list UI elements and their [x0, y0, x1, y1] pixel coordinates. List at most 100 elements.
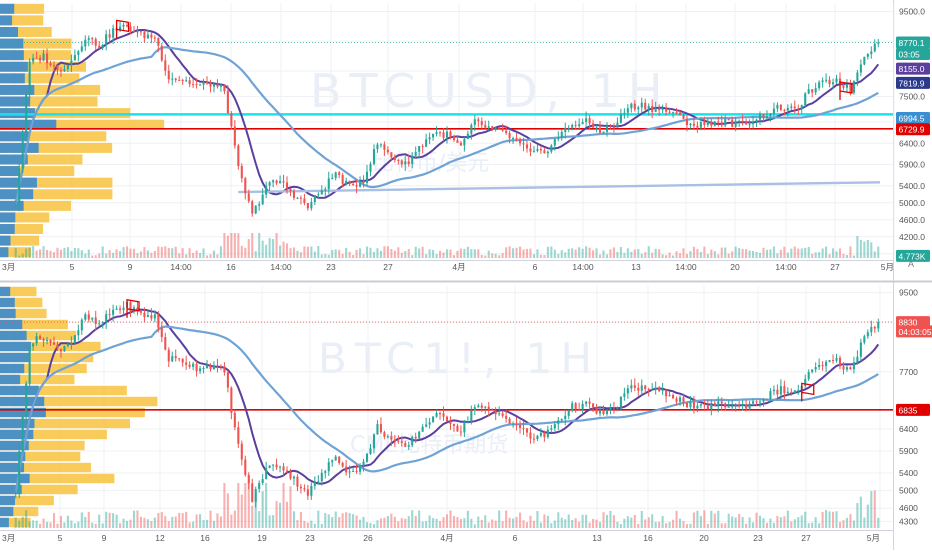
bottom-candle-body [411, 436, 414, 446]
bottom-candle-body [327, 462, 330, 472]
top-volume-bar [790, 248, 793, 258]
bottom-candle-body [731, 406, 734, 408]
bottom-candle-body [112, 309, 115, 315]
bottom-flag-marker-icon [126, 299, 140, 318]
bottom-candle-body [748, 403, 751, 409]
bottom-time-tick-label: 19 [257, 533, 267, 543]
top-volume-bar [838, 248, 842, 258]
top-profile-bar-sell [0, 61, 86, 72]
bottom-volume-bar [654, 521, 657, 528]
bottom-volume-bar [612, 515, 615, 528]
top-volume-bar [202, 248, 205, 258]
top-candle-body [644, 102, 647, 110]
top-candle-body [741, 120, 744, 122]
top-candle-body [557, 138, 560, 140]
bottom-volume-bar [171, 516, 174, 528]
top-flag-marker-icon [839, 81, 853, 100]
bottom-volume-bar [181, 513, 184, 528]
bottom-candle-body [369, 448, 372, 454]
bottom-volume-bar [251, 505, 254, 528]
bottom-profile-bar-buy [0, 418, 35, 429]
top-volume-bar [550, 246, 553, 258]
top-volume-bar [418, 248, 421, 258]
top-candle-body [592, 123, 595, 128]
bottom-candle-body [859, 342, 862, 357]
bottom-profile-bar-buy [0, 473, 30, 484]
bottom-candle-body [630, 385, 633, 389]
bottom-volume-bar [501, 521, 504, 528]
top-volume-bar [365, 246, 369, 258]
bottom-volume-bar [835, 511, 838, 528]
top-candle-body [703, 122, 706, 125]
top-volume-bar [491, 253, 494, 258]
bottom-volume-bar [661, 515, 664, 528]
bottom-candle-body [501, 413, 504, 416]
bottom-candle-body [835, 357, 838, 361]
bottom-candle-body [762, 398, 765, 402]
top-candle-body [212, 84, 216, 87]
top-volume-bar [115, 249, 118, 258]
bottom-volume-bar [101, 523, 104, 528]
bottom-candle-body [821, 365, 824, 367]
bottom-candle-body [84, 314, 87, 320]
top-volume-bar [585, 246, 588, 258]
bottom-volume-bar [692, 512, 695, 528]
top-volume-bar [689, 251, 692, 258]
top-candle-body [658, 108, 661, 111]
bottom-candle-body [42, 338, 45, 341]
bottom-volume-bar [212, 520, 216, 528]
top-volume-bar [692, 246, 695, 258]
bottom-profile-bar-buy [0, 286, 11, 297]
bottom-candle-body [108, 314, 111, 316]
top-volume-bar [863, 241, 866, 258]
top-candle-body [466, 133, 469, 140]
bottom-volume-bar [334, 511, 337, 528]
top-candle-body [571, 125, 574, 128]
bottom-candle-body [383, 432, 386, 437]
bottom-candle-body [386, 436, 389, 438]
top-candle-body [501, 128, 504, 131]
top-volume-bar [84, 253, 87, 258]
bottom-volume-bar [205, 519, 209, 528]
top-volume-bar [445, 249, 449, 258]
bottom-candle-body [658, 387, 661, 392]
top-volume-bar [390, 248, 393, 258]
top-candle-body [369, 163, 372, 172]
top-candle-body [821, 80, 824, 83]
top-candle-body [18, 168, 21, 205]
top-candle-body [279, 181, 282, 184]
bottom-candle-body [651, 389, 654, 391]
bottom-time-tick-label: 3月 [2, 533, 15, 543]
bottom-volume-bar [258, 511, 261, 528]
top-candle-body [706, 121, 709, 125]
top-profile-bar-sell [0, 50, 72, 61]
top-candle-body [247, 193, 250, 202]
top-volume-bar [592, 250, 595, 258]
bottom-volume-bar [202, 520, 205, 528]
bottom-candle-body [56, 344, 59, 349]
top-candle-body [849, 84, 852, 93]
bottom-candle-body [567, 410, 570, 416]
bottom-candle-body [772, 389, 775, 392]
bottom-volume-bar [365, 522, 369, 528]
top-candle-body [108, 34, 111, 38]
bottom-volume-bar [696, 510, 699, 528]
top-volume-bar [505, 247, 508, 258]
bottom-volume-bar [477, 516, 480, 528]
top-volume-bar [251, 233, 254, 258]
auto-scale-button[interactable]: A [908, 259, 914, 269]
top-volume-bar [112, 252, 115, 258]
top-candle-body [362, 181, 365, 183]
bottom-volume-bar [605, 514, 609, 528]
top-candle-body [164, 60, 167, 71]
top-price-tick-label: 7500.0 [899, 92, 925, 102]
bottom-volume-bar [233, 510, 236, 528]
bottom-volume-bar [192, 521, 195, 528]
bottom-candle-body [602, 410, 605, 415]
top-candle-body [536, 149, 539, 151]
bottom-candle-body [609, 406, 612, 410]
top-candle-body [856, 72, 859, 82]
top-volume-bar [174, 246, 177, 258]
top-candle-body [21, 134, 24, 169]
top-volume-bar [136, 253, 139, 258]
